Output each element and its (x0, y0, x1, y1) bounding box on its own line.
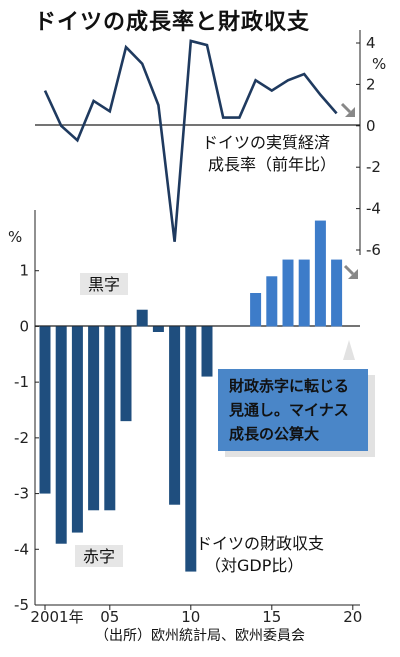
callout-box (218, 369, 368, 451)
chart-title: ドイツの成長率と財政収支 (34, 10, 311, 35)
balance-series-label-line2: （対GDP比） (205, 556, 303, 575)
balance-tick-label: 1 (19, 262, 29, 280)
growth-tick-label: 2 (366, 75, 376, 93)
callout-line2: 見通し。マイナス (228, 401, 349, 419)
balance-bar-2016 (282, 259, 294, 327)
balance-forecast-arrow-icon (343, 264, 358, 279)
balance-series-label-line1: ドイツの財政収支 (196, 534, 324, 553)
growth-series-label-line2: 成長率（前年比） (208, 155, 336, 174)
growth-forecast-arrow-icon (340, 102, 355, 117)
growth-series-label-line1: ドイツの実質経済 (202, 133, 330, 152)
balance-bar-2008 (152, 326, 164, 332)
balance-bar-2001 (39, 326, 51, 494)
deficit-tag: 赤字 (83, 547, 115, 566)
balance-bar-2002 (55, 326, 67, 544)
x-tick-label: 20 (343, 608, 362, 626)
surplus-tag-bg (80, 273, 128, 295)
balance-bar-2007 (136, 309, 148, 327)
balance-bar-2011 (201, 326, 213, 377)
balance-tick-label: -4 (14, 540, 29, 558)
balance-bar-2004 (88, 326, 100, 511)
balance-bar-2003 (71, 326, 83, 533)
callout-line1: 財政赤字に転じる (228, 377, 349, 395)
balance-bar-2009 (169, 326, 181, 505)
growth-tick-label: 0 (366, 117, 376, 135)
x-tick-label: 10 (181, 608, 200, 626)
deficit-tag-bg (75, 545, 123, 567)
balance-bar-2018 (314, 220, 326, 327)
balance-bar-2015 (266, 276, 278, 327)
balance-bar-2017 (298, 259, 310, 327)
growth-unit-label: % (372, 55, 386, 73)
growth-tick-label: -6 (366, 241, 381, 259)
balance-bar-2014 (250, 293, 262, 327)
callout-line3: 成長の公算大 (229, 425, 319, 443)
x-tick-label: 15 (262, 608, 281, 626)
balance-tick-label: -2 (14, 429, 29, 447)
balance-unit-label: % (8, 228, 22, 246)
balance-bar-2010 (185, 326, 197, 572)
callout-pointer (343, 340, 355, 360)
balance-tick-label: -1 (14, 373, 29, 391)
balance-tick-label: 0 (19, 317, 29, 335)
growth-tick-label: -2 (366, 158, 381, 176)
surplus-tag: 黒字 (88, 275, 120, 294)
x-tick-label: 05 (100, 608, 119, 626)
balance-bar-2019 (331, 259, 343, 327)
balance-tick-label: -5 (14, 596, 29, 614)
balance-bar-2006 (120, 326, 132, 422)
balance-bar-2005 (104, 326, 116, 511)
balance-tick-label: -3 (14, 485, 29, 503)
x-tick-label: 2001年 (30, 608, 83, 626)
growth-tick-label: 4 (366, 34, 376, 52)
growth-tick-label: -4 (366, 200, 381, 218)
source-note: （出所）欧州統計局、欧州委員会 (95, 628, 305, 644)
